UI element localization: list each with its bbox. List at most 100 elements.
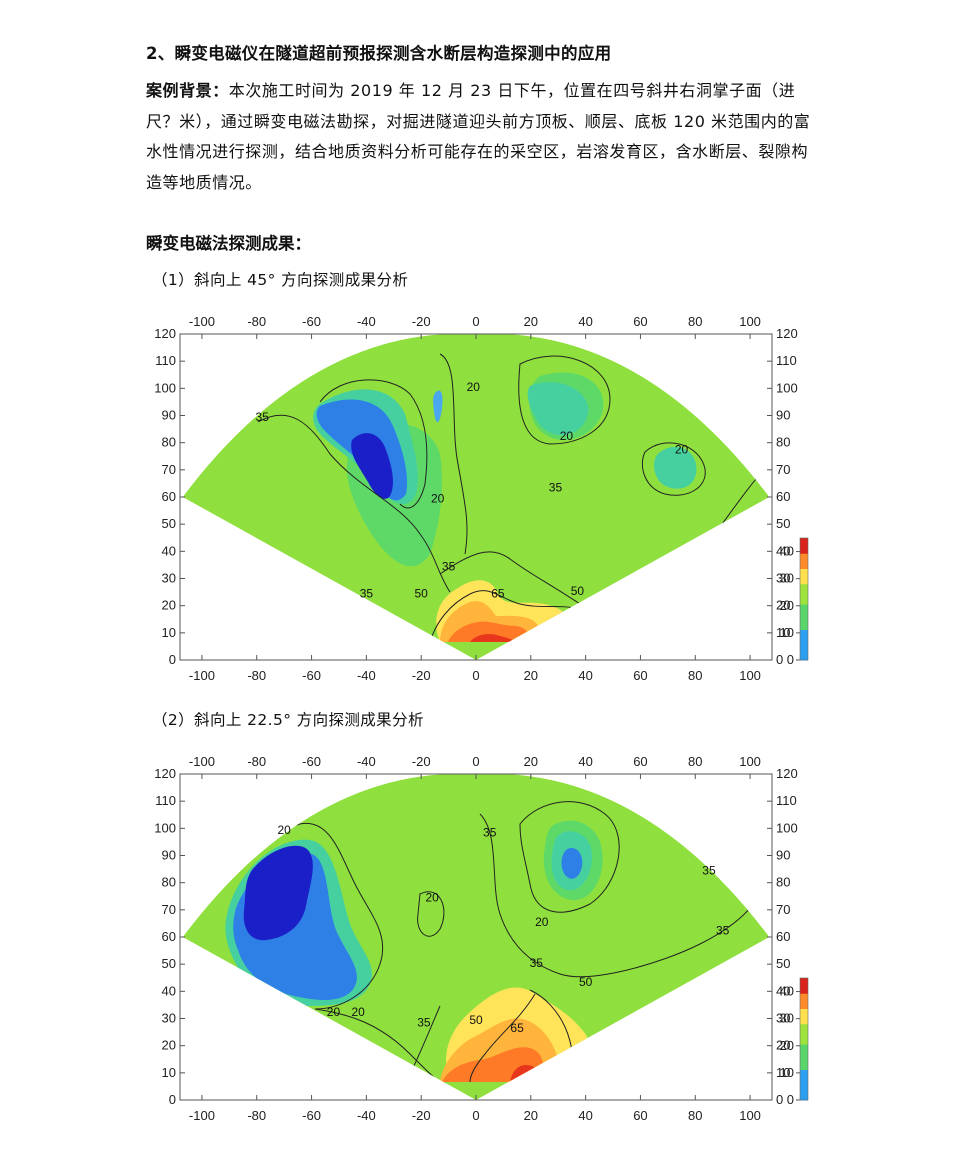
- y-tick-label-right: 0: [776, 1092, 783, 1107]
- contour-line: [519, 801, 620, 913]
- colorbar-segment: [800, 563, 808, 569]
- y-tick-label-right: 10: [776, 1065, 790, 1080]
- y-tick-label-left: 80: [162, 435, 176, 450]
- colorbar-segment: [800, 573, 808, 580]
- x-tick-label-bottom: 0: [472, 668, 479, 683]
- y-tick-label-right: 60: [776, 489, 790, 504]
- colorbar-segment: [800, 588, 808, 595]
- y-tick-label-right: 120: [776, 766, 798, 781]
- x-tick-label-top: -80: [247, 314, 266, 329]
- colorbar-segment: [800, 1094, 808, 1101]
- x-tick-label-bottom: 40: [578, 1108, 592, 1123]
- x-tick-label-bottom: -60: [302, 668, 321, 683]
- colorbar-segment: [800, 1033, 808, 1040]
- colorbar-segment: [800, 568, 808, 575]
- y-tick-label-right: 20: [776, 598, 790, 613]
- colorbar-segment: [800, 1089, 808, 1096]
- y-tick-label-left: 120: [154, 326, 176, 341]
- colorbar-segment: [800, 578, 808, 585]
- y-tick-label-right: 120: [776, 326, 798, 341]
- contour-label: 20: [675, 443, 689, 457]
- x-tick-label-top: -20: [412, 754, 431, 769]
- contour-fan-base: [182, 773, 770, 1100]
- x-tick-label-bottom: 20: [524, 1108, 538, 1123]
- y-tick-label-left: 10: [162, 625, 176, 640]
- y-tick-label-left: 50: [162, 956, 176, 971]
- y-tick-label-right: 50: [776, 516, 790, 531]
- x-tick-label-bottom: 40: [578, 668, 592, 683]
- x-tick-label-bottom: 80: [688, 1108, 702, 1123]
- colorbar-segment: [800, 1028, 808, 1035]
- contour-line: [429, 590, 581, 643]
- y-tick-label-right: 30: [776, 571, 790, 586]
- contour-band: [243, 845, 313, 941]
- contour-line: [417, 891, 445, 937]
- colorbar-segment: [800, 583, 808, 590]
- y-tick-label-left: 0: [169, 1092, 176, 1107]
- contour-label: 50: [415, 587, 429, 601]
- y-tick-label-left: 70: [162, 902, 176, 917]
- contour-band: [470, 634, 516, 642]
- colorbar-segment: [800, 978, 808, 984]
- contour-line: [439, 353, 468, 555]
- contour-band: [351, 433, 393, 499]
- y-tick-label-left: 40: [162, 543, 176, 558]
- contour-label: 50: [579, 975, 593, 989]
- y-tick-label-left: 120: [154, 766, 176, 781]
- colorbar-segment: [800, 538, 808, 544]
- contour-band: [561, 847, 583, 879]
- colorbar-segment: [800, 599, 808, 605]
- y-tick-label-right: 40: [776, 543, 790, 558]
- colorbar-segment: [800, 1064, 808, 1070]
- y-tick-label-left: 80: [162, 875, 176, 890]
- contour-band: [448, 621, 529, 642]
- y-tick-label-right: 100: [776, 820, 798, 835]
- y-tick-label-left: 90: [162, 848, 176, 863]
- x-tick-label-bottom: 100: [739, 668, 761, 683]
- y-tick-label-left: 0: [169, 652, 176, 667]
- colorbar-frame: [799, 537, 809, 661]
- y-tick-label-left: 100: [154, 380, 176, 395]
- colorbar-segment: [800, 604, 808, 610]
- colorbar-segment: [800, 1054, 808, 1060]
- contour-label: 35: [417, 1016, 431, 1030]
- contour-band: [654, 446, 697, 489]
- y-tick-label-right: 0: [776, 652, 783, 667]
- x-tick-label-bottom: 0: [472, 1108, 479, 1123]
- y-tick-label-left: 30: [162, 571, 176, 586]
- x-tick-label-bottom: -80: [247, 1108, 266, 1123]
- x-tick-label-bottom: -80: [247, 668, 266, 683]
- contour-line: [479, 813, 761, 978]
- contour-label: 50: [469, 1013, 483, 1027]
- x-tick-label-bottom: -20: [412, 668, 431, 683]
- colorbar-tick-label: 40: [780, 984, 794, 999]
- contour-label: 65: [491, 587, 505, 601]
- contour-label: 50: [571, 584, 585, 598]
- y-tick-label-right: 90: [776, 848, 790, 863]
- colorbar-segment: [800, 1003, 808, 1009]
- figure-1-caption: （1）斜向上 45° 方向探测成果分析: [152, 271, 409, 289]
- y-tick-label-right: 10: [776, 625, 790, 640]
- y-tick-label-right: 50: [776, 956, 790, 971]
- colorbar-segment: [800, 644, 808, 651]
- y-tick-label-right: 90: [776, 408, 790, 423]
- colorbar-segment: [800, 548, 808, 554]
- results-heading: 瞬变电磁法探测成果：: [146, 234, 311, 253]
- colorbar-segment: [800, 543, 808, 549]
- y-tick-label-left: 10: [162, 1065, 176, 1080]
- colorbar-segment: [800, 634, 808, 641]
- section-heading: 2、瞬变电磁仪在隧道超前预报探测含水断层构造探测中的应用: [146, 44, 612, 63]
- contour-label: 20: [425, 891, 439, 905]
- case-background-paragraph: 案例背景：本次施工时间为 2019 年 12 月 23 日下午，位置在四号斜井右…: [146, 76, 818, 198]
- figure-2-contour-map: -100 -100 -80 -80 -60 -60 -40 -40 -20 -20 0 0 20 20 40…: [140, 744, 840, 1124]
- colorbar-segment: [800, 553, 808, 559]
- contour-line: [469, 993, 536, 1083]
- contour-label: 35: [716, 923, 730, 937]
- x-tick-label-bottom: -100: [189, 1108, 215, 1123]
- x-tick-label-top: -20: [412, 314, 431, 329]
- contour-line: [257, 414, 451, 593]
- x-tick-label-top: -100: [189, 754, 215, 769]
- colorbar-segment: [800, 1013, 808, 1020]
- colorbar-segment: [800, 624, 808, 630]
- y-tick-label-left: 110: [155, 353, 176, 368]
